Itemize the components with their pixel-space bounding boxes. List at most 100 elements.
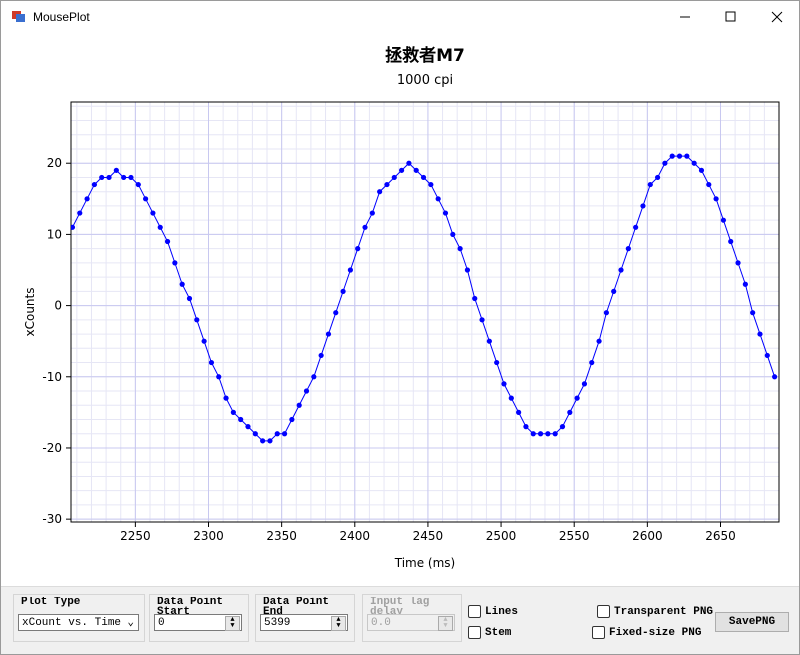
data-point [318,352,324,359]
data-point [472,295,478,302]
data-point [420,174,427,181]
data-point [516,409,522,415]
end-group: Data Point End 5399 ▲ ▼ [255,594,355,642]
data-point [618,267,624,273]
data-point [238,416,244,423]
data-point [676,153,683,159]
data-point [223,395,229,401]
checkbox-label: Transparent PNG [614,605,714,618]
transparent-checkbox[interactable]: Transparent PNG [597,605,713,618]
data-point [757,331,763,337]
data-point [143,196,149,202]
data-point [369,210,375,216]
y-tick-label: 20 [47,156,62,170]
control-panel: Plot Type xCount vs. Time ⌄ Data Point St… [1,586,799,654]
window-title: MousePlot [33,10,90,24]
maximize-icon[interactable] [725,11,736,22]
y-tick-label: 10 [47,227,62,241]
data-point [662,160,668,166]
checkbox-label: Lines [485,605,519,618]
data-point [713,196,719,202]
data-point [720,217,727,223]
data-point [706,181,712,188]
data-point [545,431,551,437]
data-point [128,174,134,181]
data-point [647,181,653,188]
x-tick-label: 2400 [340,529,371,543]
data-point [669,153,675,159]
start-input[interactable]: 0 ▲ ▼ [154,614,242,631]
data-point [735,260,741,266]
data-point [728,238,734,245]
data-point [391,174,397,181]
data-point [486,338,492,344]
data-point [698,167,705,173]
plot-area [71,153,778,444]
data-point [574,395,580,401]
data-point [84,196,90,202]
data-point [494,359,500,366]
data-point [281,431,288,437]
data-point [135,181,141,188]
input-value: 5399 [264,617,291,629]
group-label: Data Point End [263,597,353,615]
close-icon[interactable] [771,11,783,23]
data-point [764,352,770,359]
data-point [99,174,105,181]
x-tick-label: 2300 [193,529,224,543]
input-value: 0 [158,617,165,629]
x-tick-label: 2600 [632,529,663,543]
data-point [413,167,419,173]
data-point [274,431,280,437]
data-point [245,424,251,430]
data-point [121,174,127,181]
data-point [603,310,609,316]
data-point [186,295,193,302]
chart-title: 拯救者M7 [385,45,465,66]
data-point [377,189,383,195]
plot-type-group: Plot Type xCount vs. Time ⌄ [13,594,145,642]
x-tick-label: 2650 [705,529,736,543]
data-point [596,338,602,344]
data-point [303,388,310,394]
y-axis-label: xCounts [23,288,37,337]
plot-type-combo[interactable]: xCount vs. Time ⌄ [18,614,139,631]
data-point [340,288,346,294]
save-button[interactable]: SavePNG [715,612,789,632]
data-point [625,246,631,252]
data-point [457,246,463,252]
data-point [581,381,588,387]
fixed-size-checkbox[interactable]: Fixed-size PNG [592,626,701,639]
button-label: SavePNG [728,616,776,628]
combo-value: xCount vs. Time [22,617,122,629]
end-input[interactable]: 5399 ▲ ▼ [260,614,348,631]
data-point [537,431,544,437]
data-point [508,395,514,401]
data-point [611,288,617,294]
data-point [260,438,266,444]
data-point [311,374,317,380]
data-point [216,374,222,380]
data-point [633,224,639,230]
group-label: Input lag delay [370,597,460,615]
data-point [530,431,536,437]
data-point [194,317,200,323]
data-point [296,402,302,408]
stem-checkbox[interactable]: Stem [468,626,511,639]
data-point [640,203,646,209]
data-point [428,181,434,188]
data-point [750,310,756,316]
lines-checkbox[interactable]: Lines [468,605,518,618]
data-point [772,374,778,380]
data-point [172,260,178,266]
data-point [442,210,449,216]
title-bar-icons [12,11,783,23]
x-tick-label: 2450 [413,529,444,543]
data-point [71,224,76,230]
data-point [559,424,566,430]
data-point [179,281,185,287]
data-point [589,359,595,366]
checkbox-label: Fixed-size PNG [609,626,702,639]
x-tick-label: 2250 [120,529,151,543]
group-label: Plot Type [21,597,111,615]
